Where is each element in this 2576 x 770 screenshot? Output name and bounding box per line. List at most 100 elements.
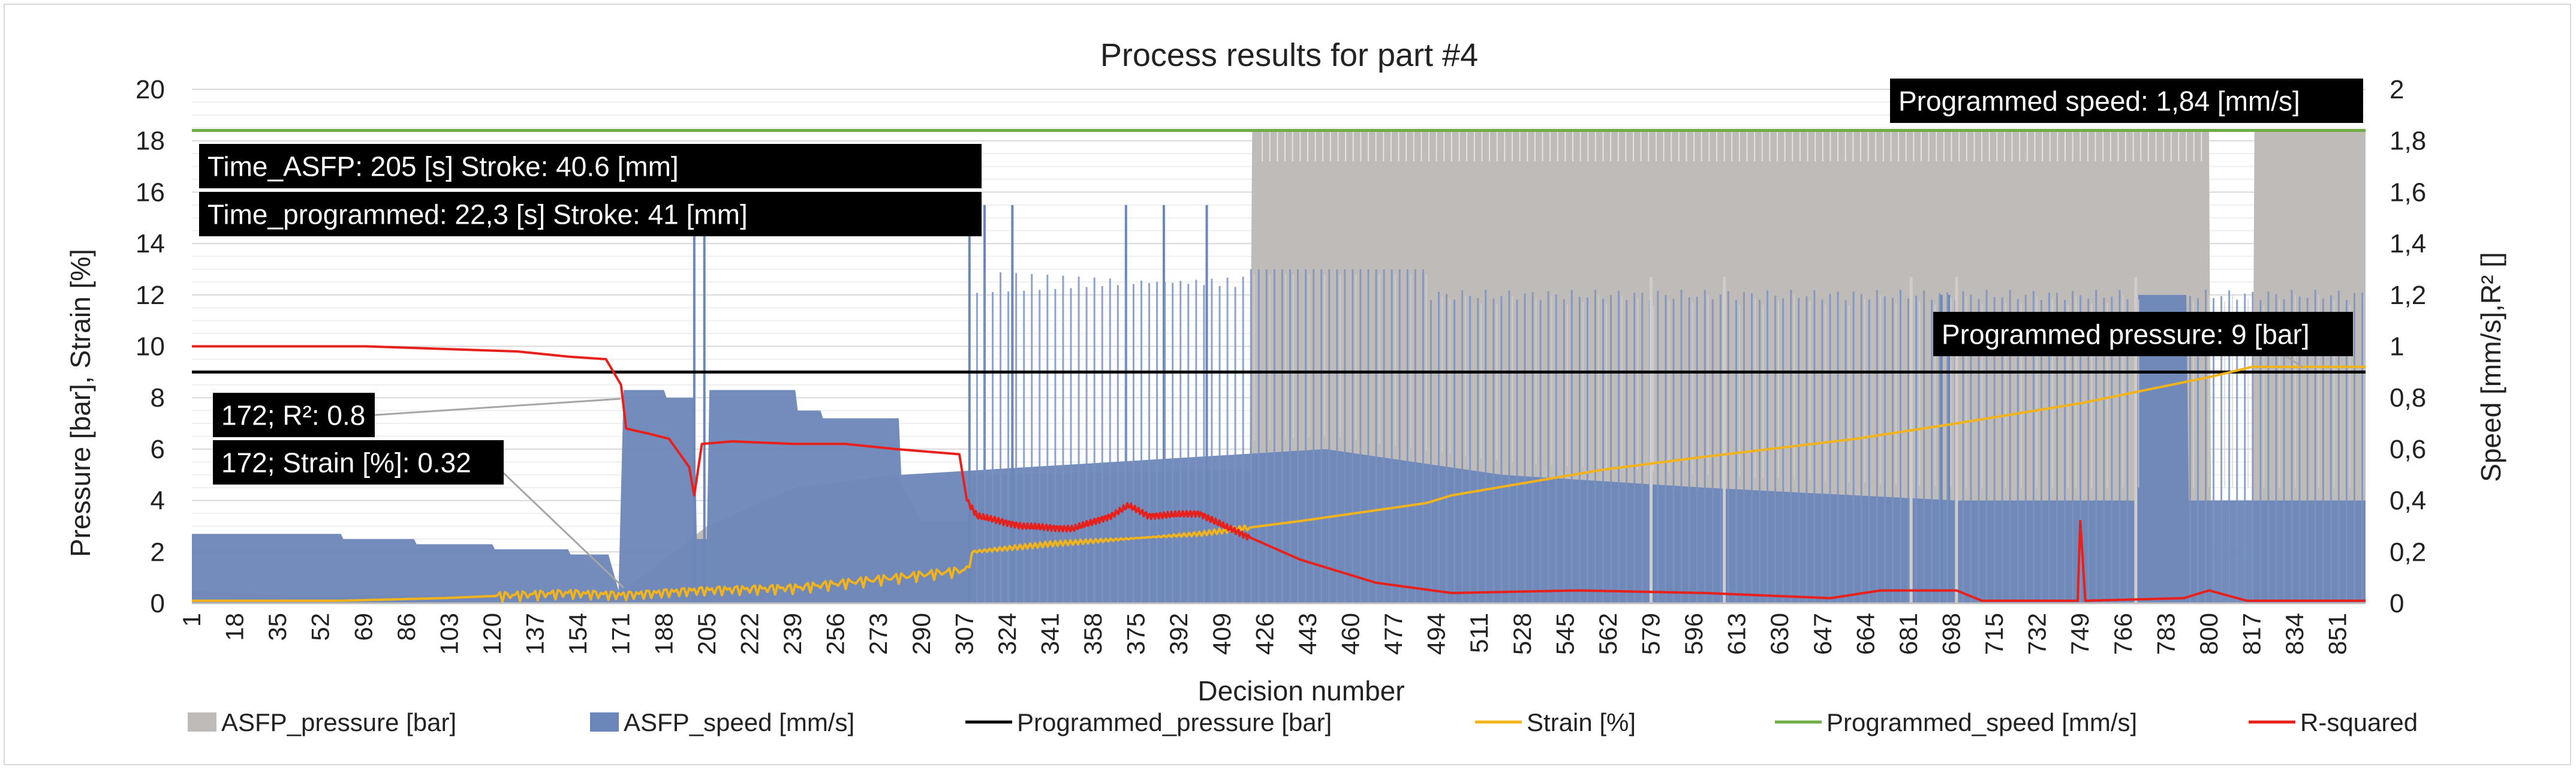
x-tick-label: 460 [1336,613,1364,655]
y-tick-left: 18 [136,127,165,156]
x-tick-label: 137 [521,613,549,655]
x-tick-label: 52 [306,613,335,641]
x-tick-label: 239 [778,613,806,655]
x-tick-label: 69 [349,613,377,641]
x-tick-label: 290 [907,613,935,655]
annotations: Programmed speed: 1,84 [mm/s] Time_ASFP: … [199,79,2363,589]
y-tick-left: 14 [136,229,165,258]
x-tick-label: 205 [693,613,721,655]
x-tick-label: 171 [607,613,635,655]
x-tick-label: 800 [2195,613,2223,655]
annotation-r2-text: 172; R²: 0.8 [221,400,365,431]
y-tick-left: 2 [151,537,165,567]
x-tick-label: 834 [2280,613,2309,655]
x-axis-label: Decision number [1197,675,1404,706]
x-tick-label: 392 [1164,613,1193,655]
x-tick-label: 188 [649,613,678,655]
annotation-time-programmed-text: Time_programmed: 22,3 [s] Stroke: 41 [mm… [207,199,748,230]
x-tick-label: 545 [1551,613,1579,655]
x-tick-label: 528 [1508,613,1536,655]
axes: 0246810121416182000,20,40,60,811,21,41,6… [136,75,2426,655]
x-tick-label: 494 [1422,613,1450,655]
y-tick-right: 1,6 [2390,178,2426,207]
x-tick-label: 154 [564,613,592,655]
y-tick-right: 1 [2390,332,2404,362]
x-tick-label: 749 [2066,613,2094,655]
x-tick-label: 18 [221,613,249,641]
legend-label: Programmed_pressure [bar] [1017,708,1332,736]
x-tick-label: 630 [1765,613,1793,655]
x-tick-label: 698 [1937,613,1966,655]
annotation-programmed-pressure-box [1933,312,2353,356]
strain-line [192,365,2366,603]
annotation-time-programmed-box [199,192,982,236]
y-tick-right: 1,4 [2390,229,2426,258]
annotation-time-asfp-text: Time_ASFP: 205 [s] Stroke: 40.6 [mm] [207,151,679,182]
x-tick-label: 86 [392,613,420,641]
x-tick-label: 477 [1379,613,1407,655]
y-tick-left: 20 [136,75,165,104]
legend-label: Strain [%] [1527,708,1636,736]
x-tick-label: 596 [1680,613,1708,655]
x-tick-label: 256 [821,613,850,655]
y-tick-right: 0,4 [2390,486,2426,516]
legend: ASFP_pressure [bar] ASFP_speed [mm/s] Prog… [188,708,2418,736]
x-tick-label: 783 [2151,613,2180,655]
y-tick-right: 0,6 [2390,435,2426,464]
r2-leader-line [374,398,621,416]
y-tick-left: 0 [151,589,165,618]
chart-frame [4,4,2571,765]
y-tick-right: 1,2 [2390,281,2426,310]
x-tick-label: 715 [1980,613,2008,655]
x-tick-label: 222 [735,613,763,655]
x-tick-label: 579 [1637,613,1665,655]
legend-label: ASFP_pressure [bar] [221,708,456,736]
x-tick-label: 562 [1594,613,1622,655]
x-tick-label: 103 [435,613,463,655]
y-tick-left: 4 [151,486,165,516]
r-squared-line [192,345,2366,602]
legend-swatch [188,712,216,732]
x-tick-label: 443 [1293,613,1322,655]
x-tick-label: 817 [2238,613,2266,655]
annotation-programmed-speed-box [1890,79,2363,123]
x-tick-label: 324 [993,613,1021,655]
x-tick-label: 766 [2109,613,2137,655]
annotation-strain-box [213,440,504,485]
x-tick-label: 341 [1036,613,1064,655]
y-tick-right: 0,2 [2390,537,2426,567]
annotation-programmed-pressure-text: Programmed pressure: 9 [bar] [1942,319,2310,350]
x-tick-label: 511 [1465,613,1493,653]
annotation-programmed-speed-text: Programmed speed: 1,84 [mm/s] [1898,86,2300,117]
y-tick-right: 0,8 [2390,383,2426,413]
x-tick-label: 358 [1079,613,1107,655]
x-tick-label: 273 [864,613,892,655]
y-tick-left: 10 [136,332,165,362]
x-tick-label: 664 [1851,613,1879,655]
y-tick-right: 2 [2390,75,2404,104]
y-tick-right: 0 [2390,589,2404,618]
x-tick-label: 732 [2023,613,2051,655]
y-tick-left: 6 [151,435,165,464]
annotation-r2-box [213,393,375,437]
y-axis-label-left: Pressure [bar], Strain [%] [65,249,96,557]
x-tick-label: 375 [1122,613,1150,655]
y-axis-label-right: Speed [mm/s],R² [] [2475,252,2506,482]
x-tick-label: 647 [1808,613,1837,655]
x-tick-label: 681 [1894,613,1922,655]
x-tick-label: 35 [263,613,291,641]
line-series [192,129,2366,603]
legend-swatch [590,712,619,732]
legend-label: R-squared [2300,708,2418,736]
y-tick-left: 12 [136,281,165,310]
x-tick-label: 426 [1250,613,1278,655]
legend-label: ASFP_speed [mm/s] [624,708,854,736]
chart-title: Process results for part #4 [1100,37,1478,73]
x-tick-label: 307 [950,613,978,655]
y-tick-right: 1,8 [2390,127,2426,156]
x-tick-label: 851 [2324,613,2352,655]
x-tick-label: 120 [478,613,506,655]
x-tick-label: 409 [1208,613,1236,655]
annotation-time-asfp-box [199,144,982,188]
